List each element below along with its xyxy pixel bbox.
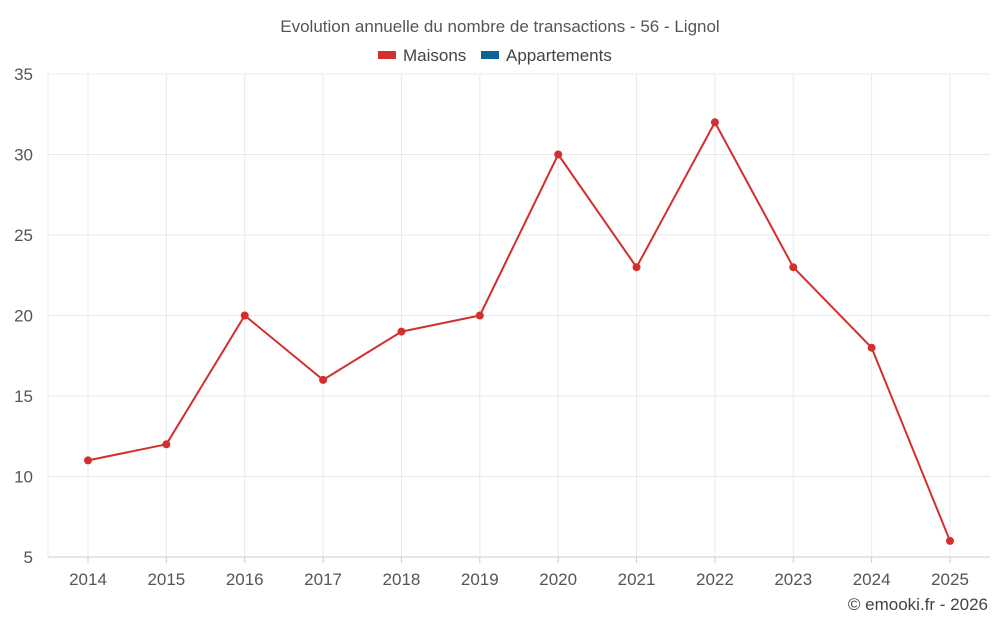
legend-label-maisons: Maisons bbox=[403, 46, 466, 65]
data-point-maisons-2021[interactable]: 2021: 23 bbox=[632, 263, 641, 272]
data-point-maisons-2020[interactable]: 2020: 30 bbox=[554, 150, 563, 159]
data-point-maisons-2015[interactable]: 2015: 12 bbox=[162, 440, 171, 449]
x-tick-label: 2025 bbox=[931, 570, 969, 589]
y-tick-label: 5 bbox=[24, 548, 33, 567]
data-point-maisons-2018[interactable]: 2018: 19 bbox=[397, 327, 406, 336]
x-tick-label: 2019 bbox=[461, 570, 499, 589]
y-tick-label: 35 bbox=[14, 65, 33, 84]
y-tick-label: 20 bbox=[14, 307, 33, 326]
x-tick-label: 2023 bbox=[774, 570, 812, 589]
x-tick-label: 2024 bbox=[853, 570, 891, 589]
data-point-maisons-2024[interactable]: 2024: 18 bbox=[867, 343, 876, 352]
data-point-maisons-2016[interactable]: 2016: 20 bbox=[240, 311, 249, 320]
x-tick-label: 2017 bbox=[304, 570, 342, 589]
x-tick-label: 2022 bbox=[696, 570, 734, 589]
legend-label-appartements: Appartements bbox=[506, 46, 612, 65]
legend-swatch-appartements bbox=[481, 51, 499, 59]
chart-title: Evolution annuelle du nombre de transact… bbox=[280, 17, 719, 36]
legend-item-appartements[interactable]: Appartements bbox=[481, 46, 612, 65]
y-tick-label: 10 bbox=[14, 468, 33, 487]
x-tick-label: 2020 bbox=[539, 570, 577, 589]
x-tick-label: 2021 bbox=[618, 570, 656, 589]
y-tick-label: 15 bbox=[14, 387, 33, 406]
x-tick-label: 2014 bbox=[69, 570, 107, 589]
data-point-maisons-2017[interactable]: 2017: 16 bbox=[319, 375, 328, 384]
x-gridlines bbox=[47, 74, 951, 563]
x-axis-labels: 2014 2015 2016 2017 2018 2019 2020 2021 2022 2023… bbox=[69, 570, 969, 589]
data-point-maisons-2023[interactable]: 2023: 23 bbox=[789, 263, 798, 272]
x-tick-label: 2015 bbox=[147, 570, 185, 589]
data-point-maisons-2019[interactable]: 2019: 20 bbox=[475, 311, 484, 320]
series-layer: 2014: 11 2015: 12 2016: 20 2017: 16 2018: 19… bbox=[84, 118, 954, 545]
copyright-credit: © emooki.fr - 2026 bbox=[848, 595, 988, 614]
x-tick-label: 2016 bbox=[226, 570, 264, 589]
y-tick-label: 30 bbox=[14, 146, 33, 165]
y-axis-labels: 5 10 15 20 25 30 35 bbox=[14, 65, 33, 567]
x-tick-label: 2018 bbox=[383, 570, 421, 589]
data-point-maisons-2025[interactable]: 2025: 6 bbox=[946, 536, 954, 545]
legend[interactable]: Maisons Appartements bbox=[378, 46, 612, 65]
legend-item-maisons[interactable]: Maisons bbox=[378, 46, 466, 65]
data-point-maisons-2022[interactable]: 2022: 32 bbox=[710, 118, 719, 127]
y-gridlines bbox=[48, 73, 990, 558]
series-line-maisons bbox=[87, 121, 951, 542]
legend-swatch-maisons bbox=[378, 51, 396, 59]
y-tick-label: 25 bbox=[14, 226, 33, 245]
data-point-maisons-2014[interactable]: 2014: 11 bbox=[84, 456, 92, 465]
